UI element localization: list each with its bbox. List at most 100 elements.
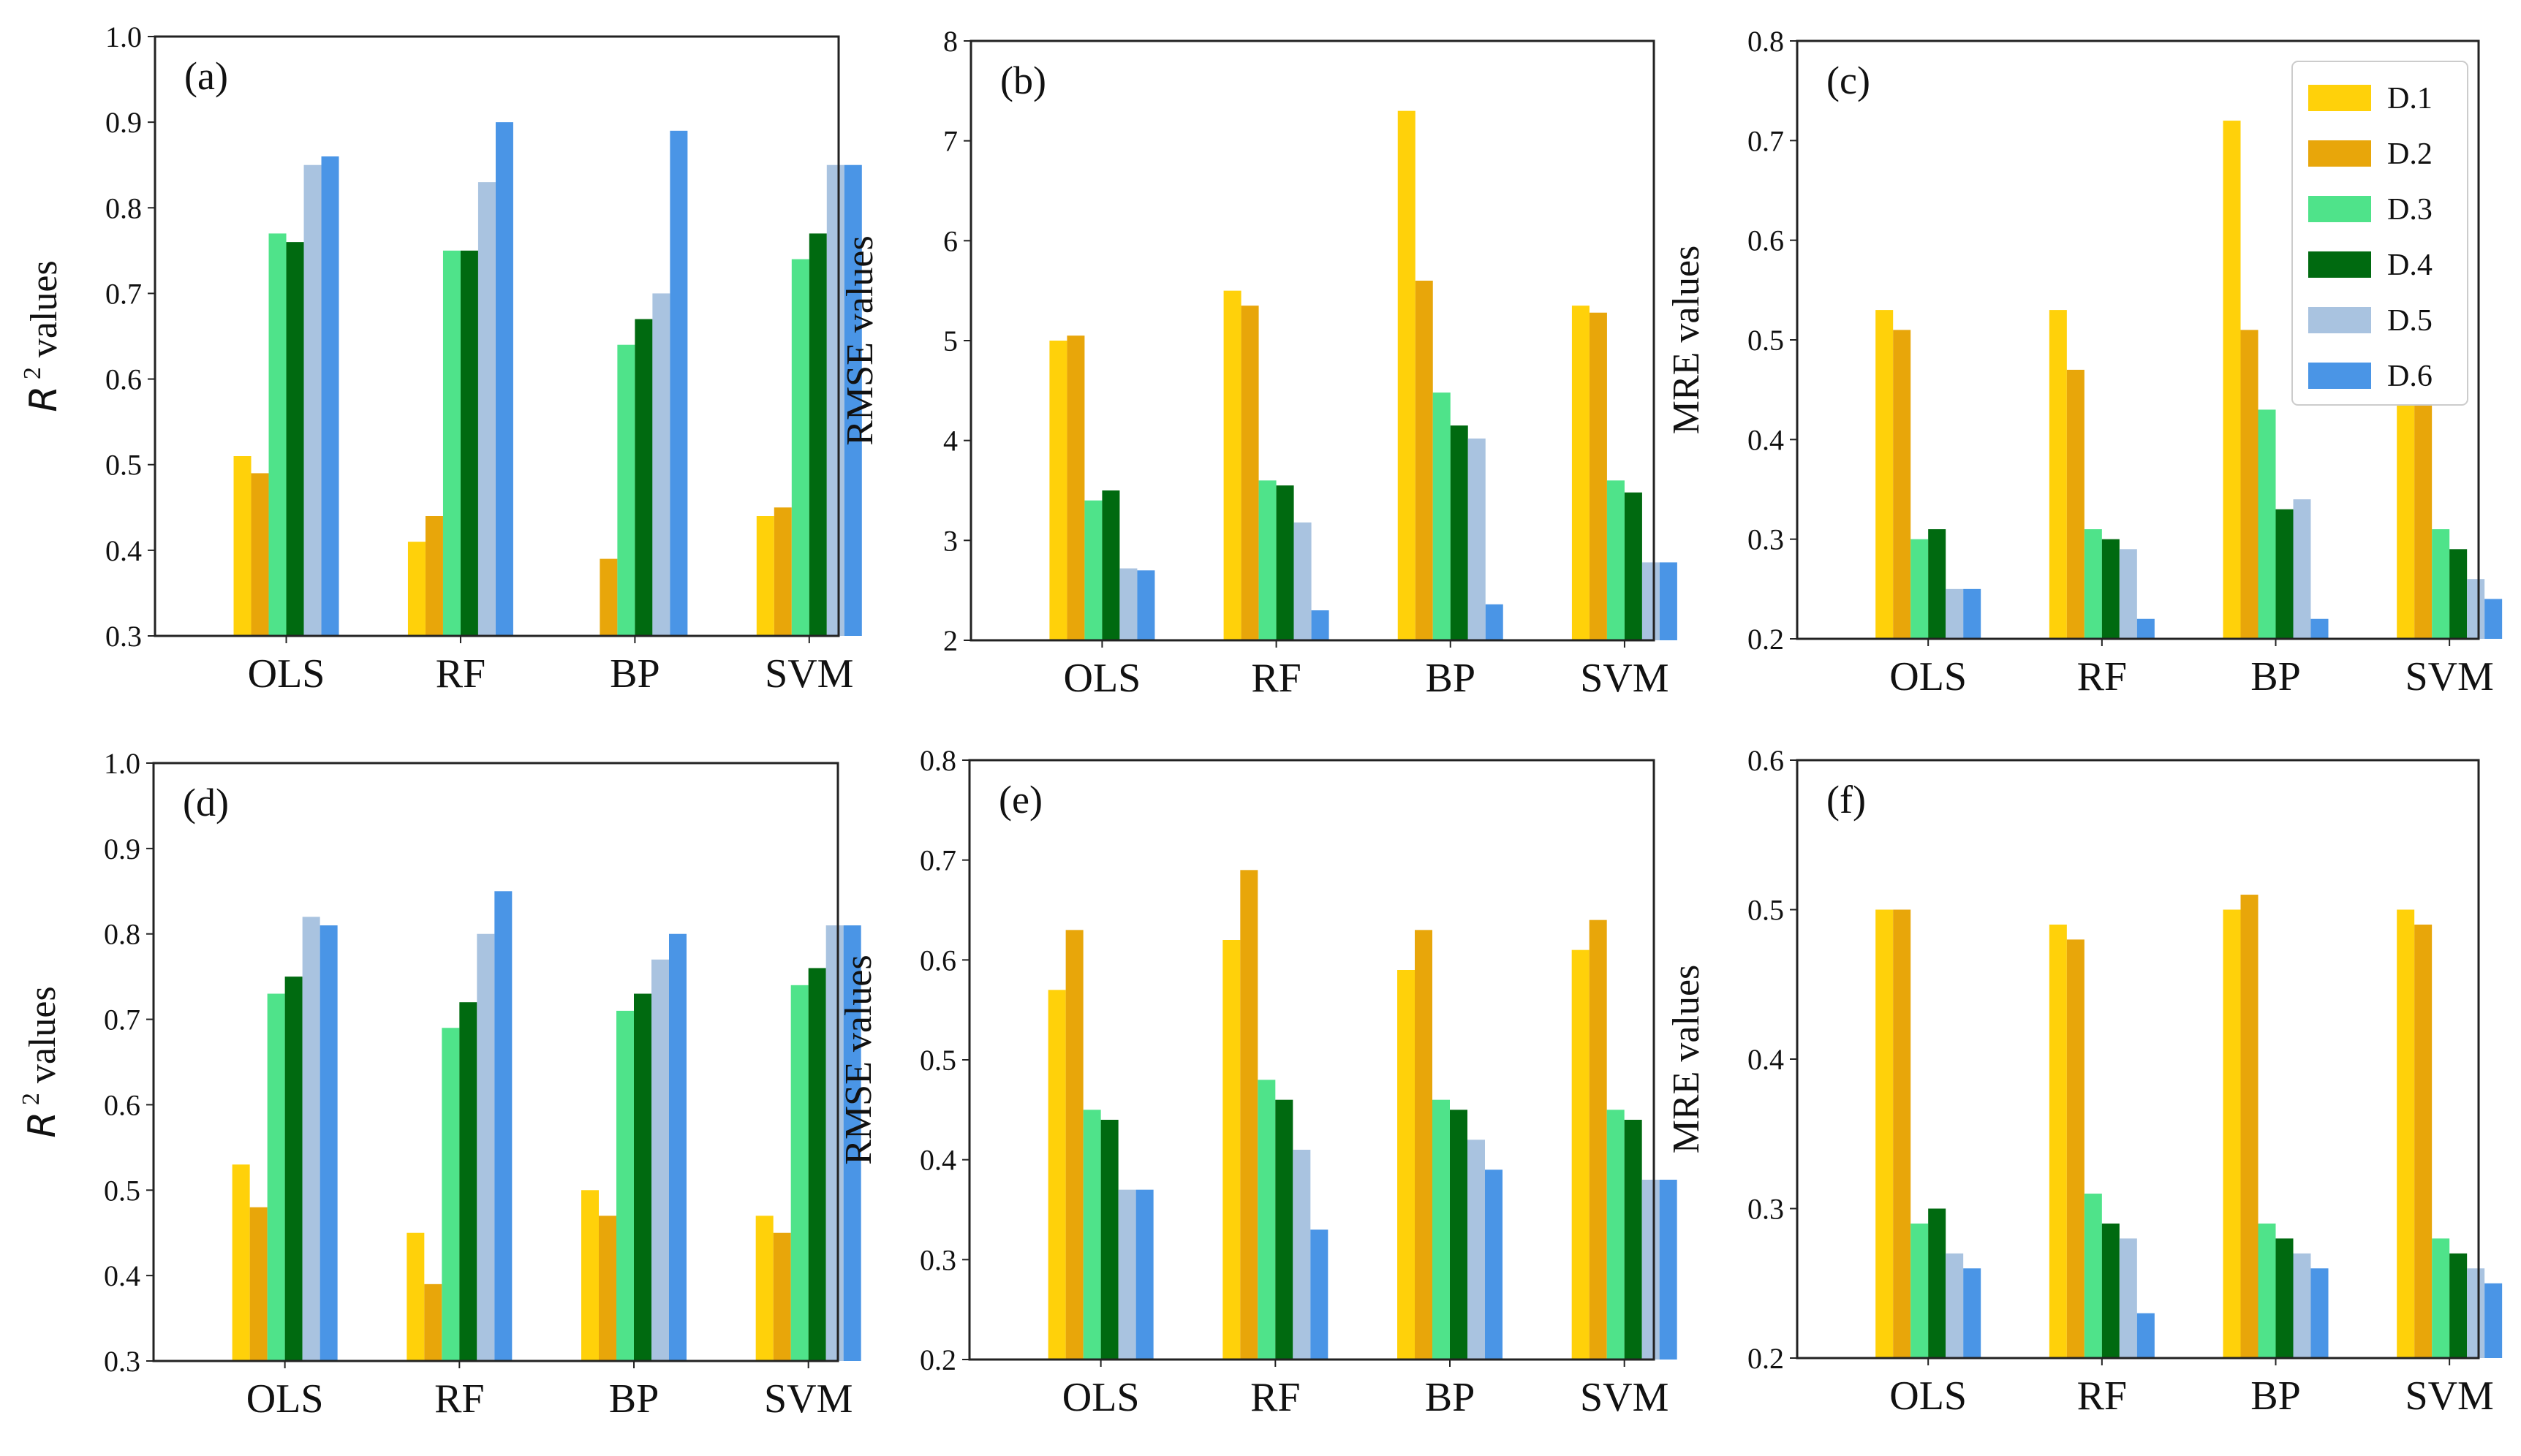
y-tick-label: 0.9 [105, 106, 142, 139]
y-tick-label: 0.6 [105, 363, 142, 396]
bar-rf-d1 [1223, 290, 1241, 640]
bar-bp-d2 [2240, 330, 2259, 639]
bar-svm-d3 [1606, 480, 1625, 640]
bar-bp-d2 [599, 1216, 616, 1361]
bar-bp-d5 [652, 293, 670, 636]
category-label: OLS [1889, 1373, 1967, 1419]
bar-bp-d2 [1415, 281, 1433, 640]
bar-rf-d6 [1311, 610, 1329, 640]
legend-label: D.4 [2387, 249, 2433, 282]
bar-ols-d6 [320, 925, 338, 1361]
bar-svm-d1 [756, 516, 774, 636]
legend-swatch [2308, 307, 2371, 333]
bar-svm-d6 [2484, 1283, 2503, 1358]
bar-svm-d6 [843, 925, 861, 1361]
bar-rf-d3 [2084, 1194, 2102, 1358]
y-tick-label: 0.3 [920, 1243, 956, 1276]
panel-label: (a) [184, 54, 228, 98]
chart-panel-4: OLS RF BP SVM 0.3 0.4 0.5 0.6 0.7 0.8 0.9 1.0 (d) R 2… [18, 747, 861, 1422]
legend-swatch [2308, 196, 2371, 222]
bar-svm-d5 [826, 164, 844, 636]
category-label: RF [2077, 1373, 2128, 1419]
bar-svm-d5 [1641, 562, 1660, 640]
bar-ols-d3 [1083, 1110, 1101, 1360]
y-tick-label: 0.5 [105, 449, 142, 482]
bar-bp-d4 [2275, 509, 2294, 639]
bar-rf-d5 [2119, 549, 2137, 639]
bar-svm-d1 [1571, 949, 1590, 1360]
bar-ols-d1 [1048, 990, 1066, 1360]
panel-label: (d) [183, 781, 229, 824]
bar-ols-d3 [267, 993, 285, 1361]
category-label: OLS [1064, 656, 1141, 701]
bar-bp-d1 [2223, 909, 2241, 1358]
bar-rf-d2 [2066, 939, 2085, 1358]
bar-ols-d5 [1946, 588, 1964, 639]
bar-rf-d6 [1310, 1229, 1328, 1360]
y-tick-label: 0.6 [1747, 744, 1784, 777]
bar-bp-d1 [1397, 110, 1416, 640]
y-tick-label: 0.2 [920, 1343, 956, 1376]
bar-svm-d5 [2467, 579, 2485, 639]
bar-bp-d6 [1485, 604, 1503, 640]
bar-svm-d2 [2414, 924, 2433, 1358]
category-label: RF [1251, 656, 1301, 701]
bar-ols-d5 [302, 917, 320, 1361]
bar-svm-d4 [1624, 1120, 1642, 1360]
bar-bp-d6 [2310, 1268, 2329, 1358]
bar-bp-d4 [1450, 425, 1468, 640]
y-tick-label: 0.8 [1747, 25, 1784, 58]
bar-ols-d2 [1067, 335, 1085, 640]
bar-bp-d6 [669, 933, 687, 1361]
category-label: RF [2077, 654, 2128, 699]
bar-svm-d4 [2449, 549, 2468, 639]
panel-label: (f) [1826, 778, 1866, 822]
bar-ols-d6 [1135, 1189, 1154, 1360]
bar-svm-d6 [1659, 562, 1677, 640]
y-axis-label: MRE values [1666, 965, 1707, 1154]
chart-panel-5: OLS RF BP SVM 0.2 0.3 0.4 0.5 0.6 0.7 0.8 (e) RMSE v… [838, 744, 1677, 1420]
category-label: SVM [1580, 1375, 1668, 1420]
bar-rf-d6 [2136, 618, 2155, 639]
y-tick-label: 0.7 [1747, 124, 1784, 157]
bar-svm-d4 [2449, 1253, 2468, 1358]
category-label: OLS [1889, 654, 1967, 699]
y-tick-label: 0.6 [1747, 224, 1784, 257]
bar-bp-d3 [2258, 1223, 2276, 1358]
bar-rf-d4 [1276, 485, 1294, 640]
bar-svm-d5 [825, 925, 844, 1361]
plot-frame [1796, 759, 2480, 1360]
bar-ols-d4 [1100, 1120, 1119, 1360]
bar-svm-d2 [1589, 920, 1607, 1360]
bar-svm-d6 [1659, 1180, 1677, 1360]
bar-rf-d6 [2136, 1313, 2155, 1358]
y-tick-label: 1.0 [105, 20, 142, 53]
bar-rf-d4 [2101, 1223, 2120, 1358]
bar-bp-d1 [2223, 121, 2241, 640]
bar-bp-d1 [581, 1190, 599, 1361]
category-label: RF [1250, 1375, 1301, 1420]
y-tick-label: 0.3 [1747, 523, 1784, 556]
bar-rf-d1 [407, 542, 426, 636]
chart-panel-6: OLS RF BP SVM 0.2 0.3 0.4 0.5 0.6 (f) MRE values [1666, 744, 2503, 1419]
bar-svm-d2 [1589, 312, 1607, 640]
bar-ols-d2 [1893, 909, 1911, 1358]
bar-svm-d3 [1606, 1110, 1625, 1360]
y-tick-label: 0.3 [105, 620, 142, 653]
bar-bp-d4 [635, 319, 653, 636]
bar-ols-d1 [1875, 909, 1894, 1358]
category-label: SVM [2405, 1373, 2493, 1419]
bar-bp-d3 [2258, 409, 2276, 639]
legend-swatch [2308, 363, 2371, 389]
bar-ols-d2 [249, 1207, 268, 1361]
bar-rf-d5 [477, 933, 495, 1361]
y-tick-label: 0.5 [920, 1044, 956, 1077]
bar-rf-d2 [2066, 369, 2085, 639]
bar-ols-d5 [303, 164, 322, 636]
bar-bp-d6 [2310, 618, 2329, 639]
y-tick-label: 0.4 [920, 1144, 956, 1177]
bar-svm-d1 [1571, 306, 1590, 640]
category-label: OLS [248, 651, 325, 697]
bar-svm-d4 [808, 968, 826, 1361]
bar-rf-d5 [2119, 1238, 2137, 1358]
